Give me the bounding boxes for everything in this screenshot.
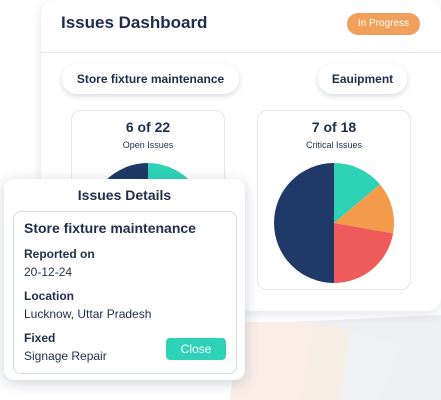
- dashboard-title: Issues Dashboard: [61, 13, 208, 32]
- reported-on-value: 20-12-24: [24, 265, 73, 279]
- critical-issues-value: 7 of 18: [311, 119, 357, 135]
- filter-store-fixture-maintenance[interactable]: Store fixture maintenance: [62, 64, 239, 94]
- location-value: Lucknow, Uttar Pradesh: [24, 307, 152, 321]
- issue-name: Store fixture maintenance: [24, 220, 196, 236]
- details-panel: Store fixture maintenance Reported on 20…: [13, 211, 237, 374]
- pie-slice-orange: [334, 184, 395, 234]
- status-badge: In Progress: [347, 13, 420, 35]
- filter-equipment[interactable]: Eauipment: [318, 64, 407, 94]
- critical-issues-card: 7 of 18 Critical Issues: [257, 110, 411, 290]
- reported-on-label: Reported on: [24, 247, 95, 261]
- details-title: Issues Details: [77, 187, 172, 203]
- critical-issues-pie: [274, 162, 395, 283]
- location-label: Location: [24, 289, 74, 303]
- pie-slice-teal: [334, 162, 380, 223]
- issue-details-popup: Issues Details Store fixture maintenance…: [4, 179, 245, 380]
- pie-slice-red: [334, 223, 394, 283]
- pie-slice-dark: [274, 163, 334, 283]
- critical-issues-label: Critical Issues: [305, 140, 362, 150]
- fixed-value: Signage Repair: [24, 349, 107, 363]
- fixed-label: Fixed: [24, 331, 56, 345]
- close-button[interactable]: Close: [166, 338, 226, 360]
- open-issues-label: Open Issues: [122, 140, 174, 150]
- dashboard-header: Issues Dashboard In Progress: [41, 0, 441, 53]
- open-issues-value: 6 of 22: [125, 119, 171, 135]
